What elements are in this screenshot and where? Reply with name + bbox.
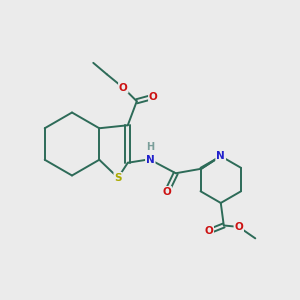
Text: O: O [119,83,128,93]
Text: S: S [114,173,122,183]
Text: O: O [149,92,158,102]
Text: O: O [234,222,243,232]
Text: O: O [162,187,171,197]
Text: N: N [216,151,225,161]
Text: H: H [146,142,154,152]
Text: N: N [216,151,225,161]
Text: O: O [204,226,213,236]
Text: N: N [146,155,155,165]
